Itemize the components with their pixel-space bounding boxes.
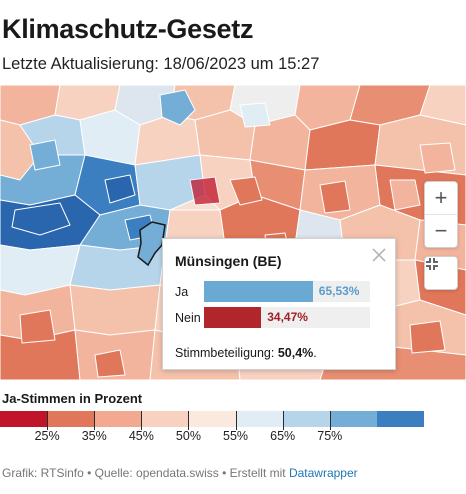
turnout-value: 50,4% [278,346,313,360]
zoom-controls: + − [424,181,458,248]
legend-tick [283,411,284,430]
legend-tick-label: 25% [35,429,60,443]
ja-bar: 65,53% [204,281,370,302]
legend-swatch [236,411,283,427]
footer-text: Grafik: RTSinfo • Quelle: opendata.swiss… [2,466,289,480]
zoom-out-button[interactable]: − [425,214,457,247]
legend-swatch [330,411,377,427]
nein-bar: 34,47% [204,307,370,328]
ja-label: Ja [175,285,188,299]
legend-swatch [0,411,47,427]
legend-tick [188,411,189,430]
tooltip-title: Münsingen (BE) [175,253,282,269]
legend-color-scale [0,411,424,427]
fullscreen-button[interactable] [425,257,457,289]
legend-tick [236,411,237,430]
legend-title: Ja-Stimmen in Prozent [2,391,142,406]
close-icon[interactable] [371,247,387,263]
turnout-label: Stimmbeteiligung: [175,346,274,360]
turnout-text: Stimmbeteiligung: 50,4%. [175,346,317,360]
nein-bar-fill [204,307,261,328]
legend-swatch [188,411,235,427]
legend-swatch [141,411,188,427]
nein-label: Nein [175,311,201,325]
footer-credits: Grafik: RTSinfo • Quelle: opendata.swiss… [2,466,358,480]
fullscreen-control [424,256,458,290]
legend-tick [94,411,95,430]
page-title: Klimaschutz-Gesetz [2,14,253,45]
legend-tick-label: 35% [82,429,107,443]
legend-tick-label: 75% [317,429,342,443]
turnout-suffix: . [313,346,316,360]
zoom-in-button[interactable]: + [425,182,457,214]
ja-bar-fill [204,281,313,302]
legend-tick-label: 50% [176,429,201,443]
legend-tick [47,411,48,430]
legend-swatch [283,411,330,427]
page-subtitle: Letzte Aktualisierung: 18/06/2023 um 15:… [2,55,319,74]
datawrapper-link[interactable]: Datawrapper [289,466,358,480]
legend-tick-label: 65% [270,429,295,443]
legend-tick-label: 55% [223,429,248,443]
legend-swatch [94,411,141,427]
legend-swatch [377,411,424,427]
legend-swatch [47,411,94,427]
fullscreen-icon [425,257,439,271]
legend-tick [141,411,142,430]
ja-value: 65,53% [319,284,360,298]
nein-value: 34,47% [267,310,308,324]
legend-tick-label: 45% [129,429,154,443]
municipality-tooltip: Münsingen (BE) Ja 65,53% Nein 34,47% Sti… [162,238,396,370]
legend-tick [330,411,331,430]
